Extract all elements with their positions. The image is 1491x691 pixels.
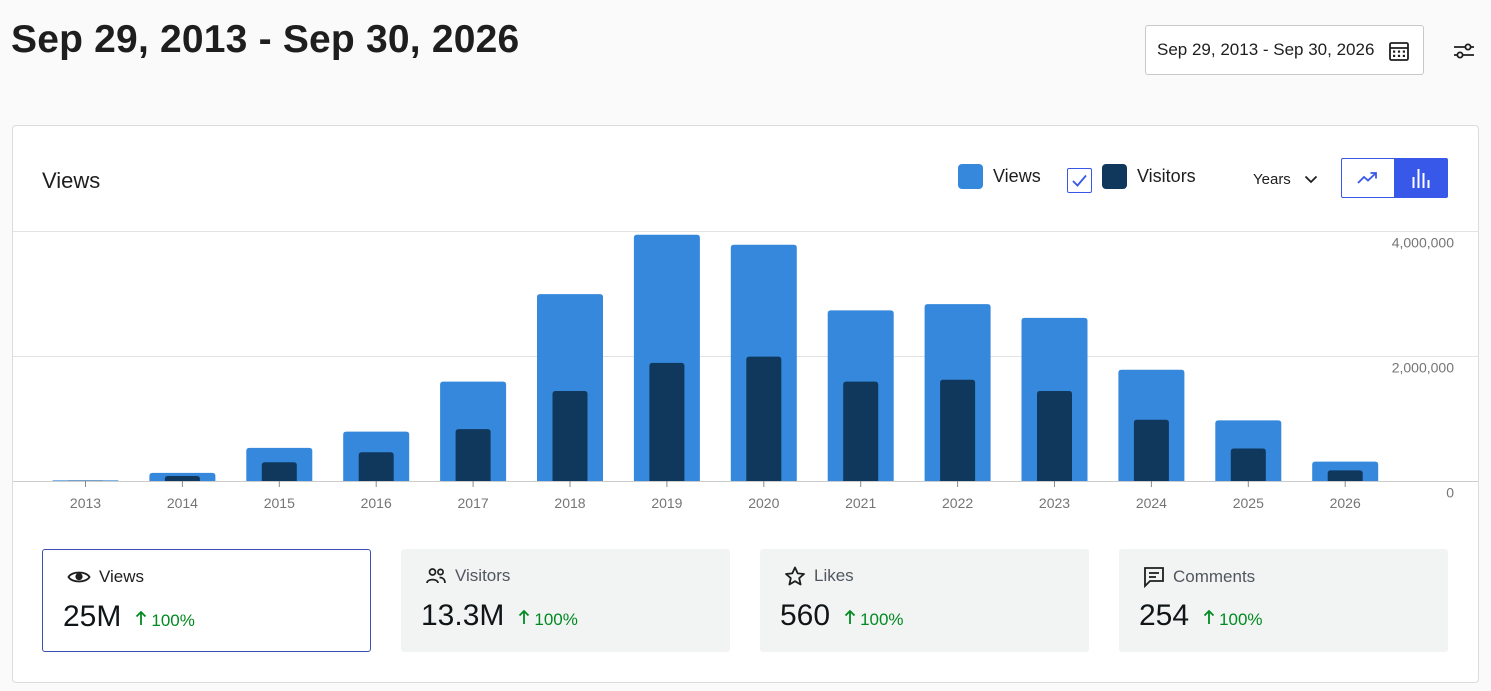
x-tick-label: 2023 — [1039, 495, 1070, 511]
x-tick-label: 2018 — [554, 495, 585, 511]
eye-icon — [67, 571, 91, 583]
visitors-checkbox[interactable] — [1067, 168, 1092, 193]
stat-label: Views — [99, 567, 145, 586]
settings-sliders-icon[interactable] — [1450, 37, 1478, 65]
legend-visitors-label: Visitors — [1137, 166, 1196, 186]
bar-visitors — [455, 429, 491, 481]
period-select[interactable]: Years — [1253, 171, 1318, 188]
legend-views: Views — [958, 164, 1041, 189]
bar-visitors — [1327, 470, 1363, 481]
calendar-icon — [1389, 42, 1409, 61]
x-tick-label: 2026 — [1330, 495, 1361, 511]
x-tick-label: 2022 — [942, 495, 973, 511]
stat-label: Likes — [814, 566, 854, 585]
legend-views-label: Views — [993, 166, 1041, 186]
x-tick-label: 2016 — [361, 495, 392, 511]
bar-visitors — [746, 356, 782, 481]
comment-icon — [1144, 567, 1164, 588]
y-tick-label: 2,000,000 — [1392, 360, 1454, 376]
chart-card: Views Views Visitors Years 4,000,000 2, — [12, 125, 1479, 683]
stat-delta: 100% — [135, 610, 195, 631]
period-select-value: Years — [1253, 171, 1291, 188]
stat-delta-value: 100% — [1219, 610, 1263, 629]
stat-value: 25M — [63, 600, 122, 633]
stat-label: Visitors — [455, 566, 511, 585]
stat-delta: 100% — [518, 609, 578, 630]
bar-visitors — [1133, 419, 1169, 481]
stat-value: 254 — [1139, 599, 1190, 632]
stat-card-visitors[interactable]: Visitors 13.3M 100% — [401, 549, 730, 652]
stat-card-likes[interactable]: Likes 560 100% — [760, 549, 1089, 652]
x-tick-label: 2020 — [748, 495, 779, 511]
y-tick-label: 4,000,000 — [1392, 235, 1454, 251]
bar-visitors — [1230, 448, 1266, 481]
people-icon — [426, 568, 446, 584]
stat-value: 560 — [780, 599, 831, 632]
stat-delta-value: 100% — [860, 610, 904, 629]
stat-label: Comments — [1173, 567, 1256, 586]
x-tick-label: 2019 — [651, 495, 682, 511]
line-chart-toggle[interactable] — [1341, 158, 1395, 198]
stat-delta-value: 100% — [151, 611, 195, 630]
x-tick-label: 2017 — [458, 495, 489, 511]
checkmark-icon — [1072, 174, 1087, 187]
views-bar-chart: 4,000,000 2,000,000 0 2013 2014 2015 2016 2017 2… — [13, 231, 1478, 511]
legend-visitors-swatch — [1102, 164, 1127, 189]
bar-visitors — [843, 381, 879, 481]
bar-visitors — [164, 476, 200, 481]
bar-visitors — [261, 462, 297, 481]
legend-visitors: Visitors — [1102, 164, 1196, 189]
stat-delta: 100% — [844, 609, 904, 630]
y-tick-label: 0 — [1446, 485, 1454, 501]
trending-up-icon — [1357, 172, 1377, 184]
arrow-up-icon — [1203, 609, 1215, 624]
stat-card-views[interactable]: Views 25M 100% — [42, 549, 371, 652]
date-range-picker[interactable]: Sep 29, 2013 - Sep 30, 2026 — [1145, 25, 1424, 75]
chart-title: Views — [42, 168, 101, 193]
arrow-up-icon — [844, 609, 856, 624]
bar-chart-toggle[interactable] — [1394, 158, 1448, 198]
bar-visitors — [649, 362, 685, 481]
bar-chart-icon — [1412, 169, 1430, 188]
bar-visitors — [358, 452, 394, 481]
x-tick-label: 2015 — [264, 495, 295, 511]
x-tick-label: 2014 — [167, 495, 198, 511]
x-tick-label: 2025 — [1233, 495, 1264, 511]
chevron-down-icon — [1304, 175, 1317, 184]
stat-value: 13.3M — [421, 599, 505, 632]
legend-views-swatch — [958, 164, 983, 189]
stat-card-comments[interactable]: Comments 254 100% — [1119, 549, 1448, 652]
stat-delta-value: 100% — [534, 610, 578, 629]
bar-visitors — [940, 379, 976, 481]
date-range-label: Sep 29, 2013 - Sep 30, 2026 — [1157, 40, 1375, 59]
arrow-up-icon — [136, 610, 147, 625]
x-tick-label: 2024 — [1136, 495, 1167, 511]
bar-visitors — [1037, 391, 1072, 481]
x-tick-label: 2013 — [70, 495, 101, 511]
bar-visitors — [552, 391, 588, 481]
x-tick-label: 2021 — [845, 495, 876, 511]
arrow-up-icon — [519, 609, 530, 624]
star-icon — [785, 566, 805, 586]
stat-delta: 100% — [1203, 609, 1263, 630]
page-title: Sep 29, 2013 - Sep 30, 2026 — [11, 18, 520, 61]
